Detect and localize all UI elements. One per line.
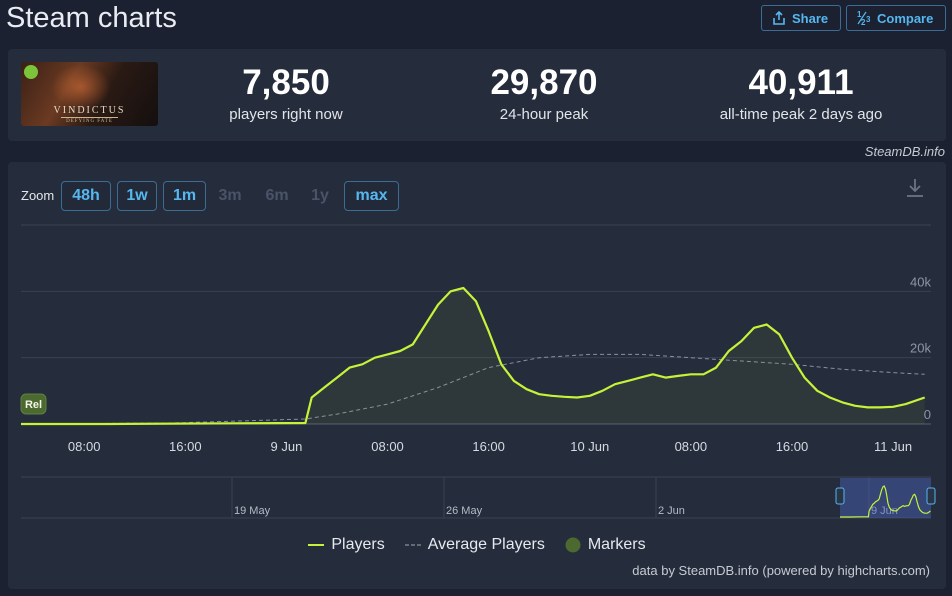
release-marker-label: Rel xyxy=(25,399,42,411)
release-marker[interactable] xyxy=(20,393,47,415)
legend-players-label: Players xyxy=(331,536,385,553)
game-logo[interactable]: VINDICTUS DEFYING FATE xyxy=(21,62,158,126)
legend-players-swatch xyxy=(308,544,325,546)
share-icon xyxy=(772,11,786,25)
x-tick-label: 9 Jun xyxy=(271,439,303,454)
svg-text:1: 1 xyxy=(857,10,862,19)
x-tick-label: 16:00 xyxy=(472,439,505,454)
stat-players-now: 7,850 players right now xyxy=(176,63,396,125)
legend-markers[interactable]: Markers xyxy=(565,536,646,554)
x-tick-label: 11 Jun xyxy=(874,439,912,454)
zoom-max-button[interactable]: max xyxy=(344,181,399,211)
navigator-tick-label: 9 Jun xyxy=(871,505,898,517)
legend-average[interactable]: Average Players xyxy=(404,536,545,554)
navigator-selection[interactable] xyxy=(840,478,931,518)
zoom-label: Zoom xyxy=(21,188,55,203)
share-label: Share xyxy=(792,10,829,26)
compare-label: Compare xyxy=(877,10,934,26)
zoom-48h-button[interactable]: 48h xyxy=(61,181,111,211)
zoom-3m-button[interactable]: 3m xyxy=(218,187,242,204)
legend-average-swatch xyxy=(404,544,421,546)
legend-average-label: Average Players xyxy=(427,536,545,553)
share-button[interactable]: Share xyxy=(761,5,841,31)
y-tick-label: 0 xyxy=(924,407,931,422)
navigator-tick-label: 26 May xyxy=(446,505,483,517)
zoom-1w-button[interactable]: 1w xyxy=(117,181,157,211)
stat-value: 40,911 xyxy=(748,63,854,102)
y-tick-label: 40k xyxy=(910,274,931,289)
x-tick-label: 16:00 xyxy=(776,439,809,454)
navigator-tick-label: 2 Jun xyxy=(658,505,685,517)
stat-label: 24-hour peak xyxy=(499,106,589,123)
x-tick-label: 08:00 xyxy=(68,439,101,454)
navigator-players-line xyxy=(840,485,931,518)
stat-value: 29,870 xyxy=(490,63,598,102)
navigator-right-handle[interactable] xyxy=(926,487,936,505)
y-tick-label: 20k xyxy=(910,341,931,356)
zoom-1m-button[interactable]: 1m xyxy=(163,181,206,211)
zoom-6m-button[interactable]: 6m xyxy=(265,187,289,204)
stat-24h-peak: 29,870 24-hour peak xyxy=(434,63,654,125)
legend-markers-swatch xyxy=(565,537,581,553)
legend-markers-label: Markers xyxy=(587,536,646,553)
logo-subtitle: DEFYING FATE xyxy=(61,117,118,125)
steamdb-credit[interactable]: SteamDB.info xyxy=(864,144,945,159)
stats-panel: VINDICTUS DEFYING FATE 7,850 players rig… xyxy=(8,49,946,141)
stat-value: 7,850 xyxy=(242,63,330,102)
navigator-tick-label: 19 May xyxy=(234,505,271,517)
players-line[interactable] xyxy=(21,286,926,426)
x-tick-label: 08:00 xyxy=(371,439,404,454)
badge-icon xyxy=(24,65,38,79)
svg-text:3: 3 xyxy=(866,15,871,24)
player-chart[interactable]: 0 20k 40k 08:00 16:00 9 Jun 08:00 16:00 10 Jun 08… xyxy=(8,162,946,534)
average-players-line[interactable] xyxy=(20,353,925,425)
legend-players[interactable]: Players xyxy=(308,536,385,554)
x-tick-label: 08:00 xyxy=(675,439,708,454)
logo-artwork xyxy=(51,64,111,110)
x-tick-label: 16:00 xyxy=(169,439,202,454)
stat-label: players right now xyxy=(229,106,343,123)
page-title: Steam charts xyxy=(6,2,177,34)
footer-credit[interactable]: data by SteamDB.info (powered by highcha… xyxy=(632,563,930,578)
svg-text:2: 2 xyxy=(861,18,866,26)
zoom-1y-button[interactable]: 1y xyxy=(311,187,329,204)
players-area xyxy=(21,288,925,424)
chart-panel: Zoom 48h 1w 1m 3m 6m 1y max 0 20k 40k 08:00… xyxy=(8,162,946,589)
logo-text: VINDICTUS xyxy=(53,105,126,116)
navigator-left-handle[interactable] xyxy=(835,487,845,505)
stat-alltime-peak: 40,911 all-time peak 2 days ago xyxy=(691,63,911,125)
x-tick-label: 10 Jun xyxy=(570,439,609,454)
download-icon[interactable] xyxy=(906,178,924,203)
stat-label: all-time peak 2 days ago xyxy=(719,106,883,123)
chart-legend: Players Average Players Markers xyxy=(8,536,946,554)
